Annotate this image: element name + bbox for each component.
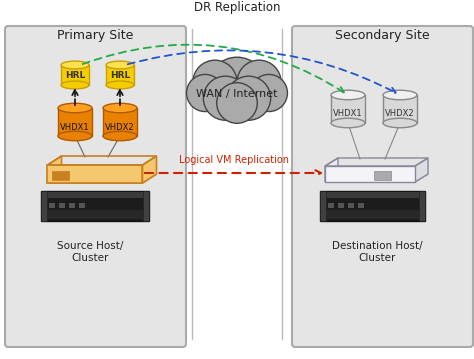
Bar <box>79 203 85 208</box>
Circle shape <box>193 60 237 104</box>
Bar <box>52 171 69 180</box>
Text: DR Replication: DR Replication <box>194 1 280 14</box>
Circle shape <box>250 74 287 112</box>
Text: VHDX2: VHDX2 <box>385 109 415 118</box>
Polygon shape <box>47 165 143 183</box>
Text: Source Host/
Cluster: Source Host/ Cluster <box>57 241 124 262</box>
Text: HRL: HRL <box>65 70 85 79</box>
Ellipse shape <box>61 81 89 89</box>
Bar <box>41 191 47 221</box>
Text: HRL: HRL <box>110 70 130 79</box>
Bar <box>383 95 417 123</box>
Bar <box>338 203 345 208</box>
Bar <box>419 191 426 221</box>
Bar <box>43 192 147 197</box>
Bar <box>322 210 423 219</box>
Circle shape <box>237 60 281 104</box>
Bar <box>49 203 55 208</box>
Bar <box>328 203 335 208</box>
Text: Primary Site: Primary Site <box>57 29 134 42</box>
Bar <box>58 108 92 136</box>
Bar <box>59 203 65 208</box>
Circle shape <box>217 83 257 123</box>
Text: Secondary Site: Secondary Site <box>335 29 430 42</box>
Polygon shape <box>47 156 62 183</box>
Circle shape <box>187 74 224 112</box>
Ellipse shape <box>61 61 89 69</box>
Ellipse shape <box>103 103 137 113</box>
Polygon shape <box>325 166 415 182</box>
Bar <box>348 203 355 208</box>
Polygon shape <box>325 158 338 182</box>
Polygon shape <box>143 156 156 183</box>
Bar <box>358 203 365 208</box>
Circle shape <box>208 57 266 115</box>
Circle shape <box>203 76 247 120</box>
Text: WAN / Internet: WAN / Internet <box>196 89 278 99</box>
Text: VHDX1: VHDX1 <box>333 109 363 118</box>
Polygon shape <box>47 174 156 183</box>
Bar <box>41 191 149 221</box>
Ellipse shape <box>58 103 92 113</box>
Ellipse shape <box>106 81 134 89</box>
Bar <box>103 108 137 136</box>
Polygon shape <box>325 174 428 182</box>
Text: Destination Host/
Cluster: Destination Host/ Cluster <box>332 241 423 262</box>
Polygon shape <box>415 158 428 182</box>
Bar <box>43 210 147 219</box>
Bar <box>320 191 327 221</box>
Bar <box>374 171 391 181</box>
Bar <box>143 191 149 221</box>
Bar <box>322 192 423 197</box>
Bar <box>331 95 365 123</box>
FancyBboxPatch shape <box>292 26 473 347</box>
Ellipse shape <box>58 131 92 141</box>
Ellipse shape <box>106 61 134 69</box>
Bar <box>106 65 134 85</box>
Circle shape <box>227 76 271 120</box>
Text: Logical VM Replication: Logical VM Replication <box>179 155 289 165</box>
Text: VHDX1: VHDX1 <box>60 122 90 131</box>
Bar <box>320 191 426 221</box>
Ellipse shape <box>383 118 417 128</box>
Text: VHDX2: VHDX2 <box>105 122 135 131</box>
Ellipse shape <box>331 90 365 100</box>
Bar <box>69 203 75 208</box>
Bar <box>61 65 89 85</box>
Ellipse shape <box>331 118 365 128</box>
Ellipse shape <box>383 90 417 100</box>
Ellipse shape <box>103 131 137 141</box>
FancyBboxPatch shape <box>5 26 186 347</box>
